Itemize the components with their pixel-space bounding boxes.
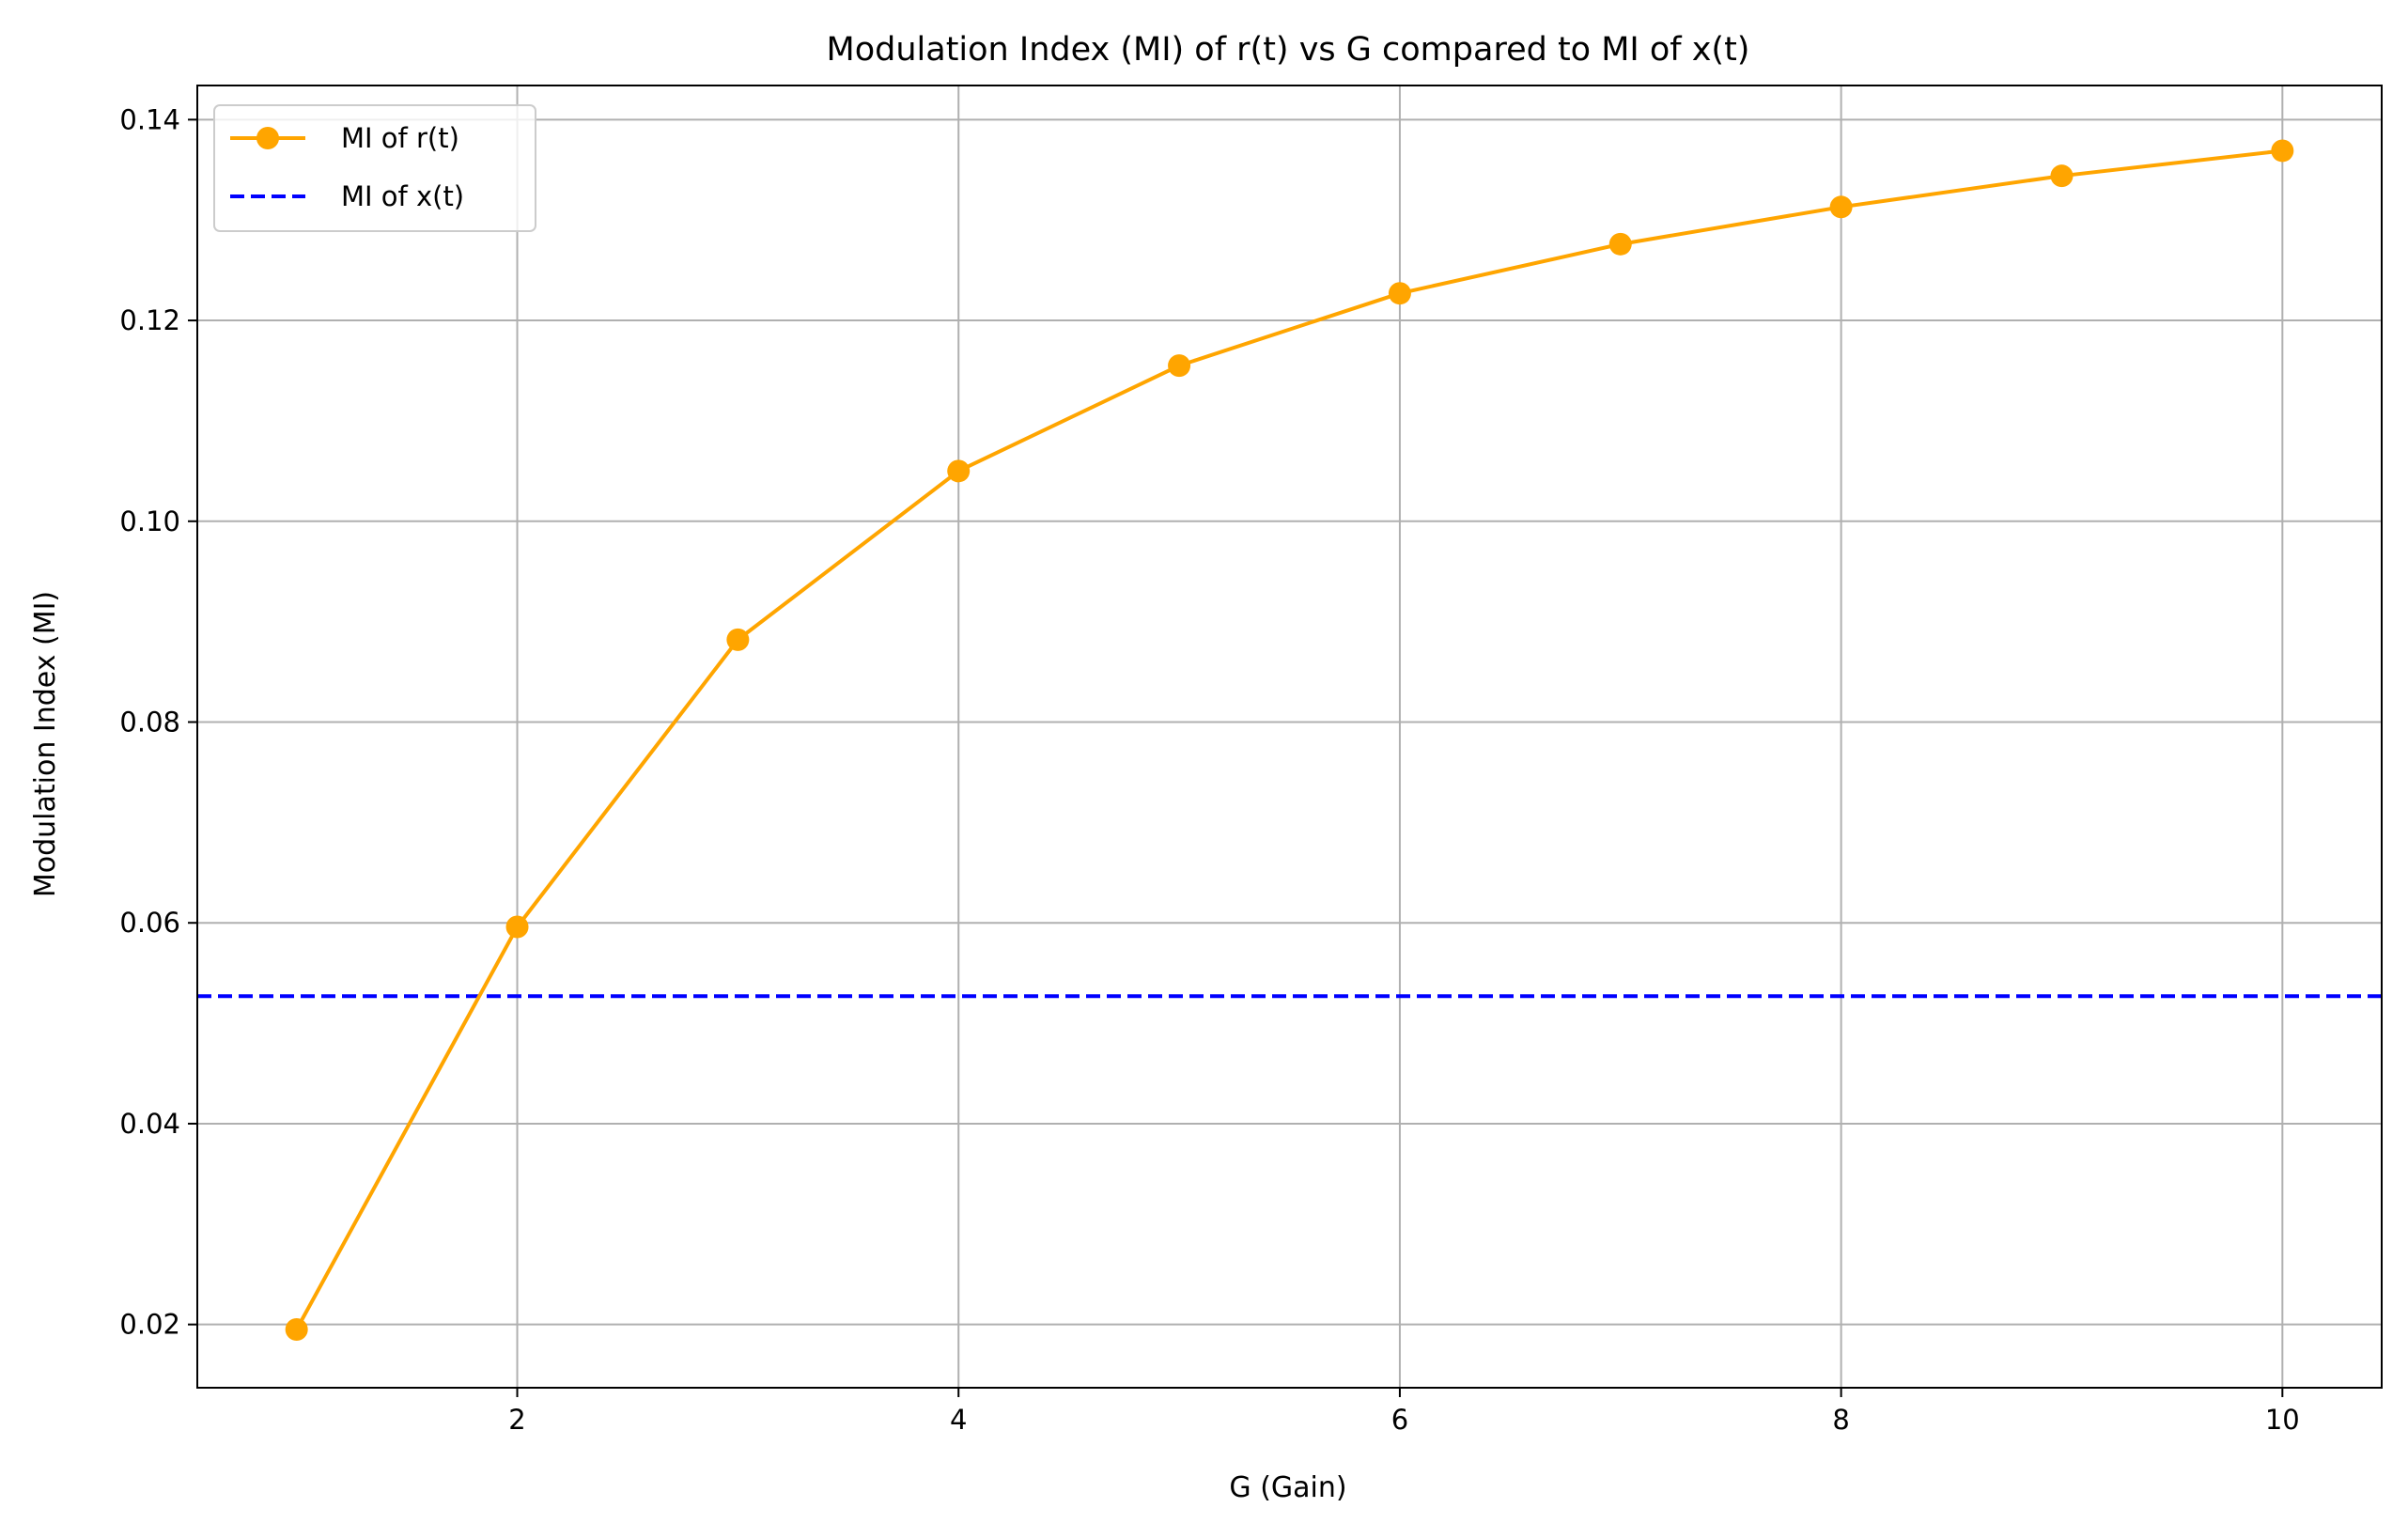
y-tick-label: 0.08 [119,707,180,738]
mi-rt-point [1168,354,1191,378]
mi-rt-line [294,148,2283,1330]
x-tick-label: 6 [1391,1404,1408,1436]
y-tick-label: 0.10 [119,505,180,537]
mi-rt-point [726,628,750,651]
x-tick-label: 2 [508,1404,525,1436]
axis-ticks: 2 4 6 8 10 0.02 0.04 0.06 0.08 0.10 0.12 0.14 [119,103,2299,1436]
mi-rt-point [1388,282,1411,305]
chart-title: Modulation Index (MI) of r(t) vs G compa… [827,31,1750,69]
mi-rt-point [2050,164,2074,188]
mi-rt-point [505,915,529,939]
legend: MI of r(t) MI of x(t) [213,104,536,232]
mi-rt-point [947,459,971,483]
y-axis-label: Modulation Index (MI) [29,591,62,897]
plot-series [197,139,2382,1342]
y-tick-label: 0.04 [119,1108,180,1140]
y-tick-label: 0.12 [119,304,180,336]
y-tick-label: 0.06 [119,907,180,939]
x-tick-label: 8 [1832,1404,1849,1436]
mi-rt-point [1829,195,1853,219]
mi-rt-point [2271,139,2294,163]
mi-rt-point [285,1318,308,1342]
legend-marker-mi-rt [256,127,279,149]
y-tick-label: 0.02 [119,1309,180,1341]
x-axis-label: G (Gain) [1229,1471,1346,1504]
x-tick-label: 4 [950,1404,967,1436]
plot-frame [196,85,2383,1389]
mi-rt-point [1608,232,1632,256]
y-tick-label: 0.14 [119,103,180,135]
legend-label-mi-xt: MI of x(t) [341,180,464,212]
legend-label-mi-rt: MI of r(t) [341,122,459,154]
x-tick-label: 10 [2265,1404,2300,1436]
